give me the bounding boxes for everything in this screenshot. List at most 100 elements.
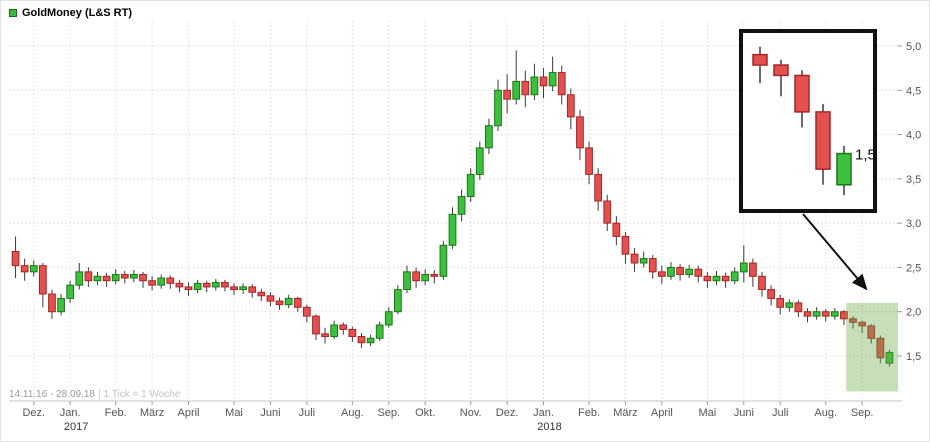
tick-info-label: 1 Tick = 1 Woche: [103, 389, 181, 400]
candle-body: [266, 295, 275, 302]
candle-down: [302, 304, 311, 323]
candle-body: [430, 274, 439, 277]
candle-down: [166, 275, 175, 289]
candle-down: [221, 279, 229, 292]
candle-body: [849, 318, 857, 323]
candle-body: [175, 282, 184, 288]
highlight-region: [846, 302, 899, 392]
candle-up: [448, 207, 457, 249]
candle-body: [157, 277, 166, 286]
candle-body: [448, 213, 457, 246]
candle-up: [130, 270, 138, 283]
candle-body: [694, 268, 703, 277]
candle-down: [202, 280, 211, 293]
candle-up: [284, 294, 293, 309]
candle-down: [539, 68, 548, 99]
candle-body: [767, 289, 775, 299]
inset-price-label: 1,5: [855, 147, 876, 164]
candle-down: [321, 327, 329, 344]
candle-down: [658, 265, 666, 285]
candle-body: [566, 94, 575, 118]
candle-down: [248, 284, 257, 298]
candle-body: [57, 297, 65, 313]
candle-down: [803, 308, 812, 323]
candle-body: [639, 258, 648, 264]
candle-up: [157, 274, 166, 289]
candle-body: [466, 173, 475, 198]
x-axis-month-label: Aug.: [814, 407, 837, 419]
candle-body: [11, 250, 20, 267]
candle-down: [11, 236, 20, 279]
candle-body: [29, 265, 38, 273]
candle-body: [830, 311, 839, 317]
candle-down: [275, 297, 284, 310]
candle-body: [66, 284, 75, 299]
candle-down: [603, 194, 612, 232]
candle-down: [357, 332, 366, 349]
candle-up: [830, 308, 839, 320]
candle-body: [412, 271, 420, 282]
candle-down: [648, 255, 657, 279]
candle-down: [38, 263, 47, 308]
candle-body: [585, 147, 593, 175]
y-axis-tick-label: 2,5: [906, 262, 921, 274]
x-axis-month-label: Juli: [772, 407, 789, 419]
y-axis-tick-label: 1,5: [906, 351, 921, 363]
y-axis-tick-label: 4,0: [906, 130, 921, 142]
candle-body: [539, 76, 548, 87]
candle-body: [457, 196, 466, 215]
x-axis-month-label: Mai: [225, 407, 243, 419]
candle-body: [102, 275, 111, 282]
candle-body: [366, 337, 375, 344]
candle-body: [230, 286, 238, 291]
candle-body: [475, 147, 484, 175]
candle-body: [93, 275, 102, 282]
x-axis-month-label: Mai: [699, 407, 717, 419]
candle-body: [594, 173, 603, 202]
x-axis-month-label: Feb.: [578, 407, 600, 419]
candle-up: [485, 118, 493, 155]
candle-body: [202, 282, 211, 288]
candle-up: [812, 307, 821, 320]
candle-down: [721, 272, 730, 288]
candle-body: [749, 262, 757, 277]
legend-swatch-icon: [9, 9, 17, 17]
y-axis-tick-label: 4,5: [906, 85, 921, 97]
candle-body: [257, 291, 266, 297]
candle-body: [84, 271, 93, 282]
candle-body: [275, 300, 284, 306]
candle-up: [193, 279, 202, 294]
zoom-inset: 1,5: [739, 29, 877, 213]
candle-body: [648, 258, 657, 273]
candle-up: [421, 269, 430, 286]
candle-body: [758, 275, 766, 291]
candle-body: [658, 271, 666, 277]
date-range-label: 14.11.16 - 28.09.18: [9, 389, 95, 400]
candle-up: [530, 63, 539, 101]
inset-candle-body: [773, 64, 789, 77]
candle-up: [730, 267, 739, 285]
candle-down: [749, 258, 757, 287]
x-axis-month-label: Jan.: [60, 407, 81, 419]
x-axis-year-label: 2018: [537, 421, 561, 433]
chart-legend: GoldMoney (L&S RT): [9, 7, 132, 19]
candle-body: [521, 80, 530, 96]
candle-body: [503, 89, 511, 100]
candle-down: [621, 232, 630, 264]
candle-up: [93, 271, 102, 286]
candle-down: [230, 283, 238, 295]
candle-down: [312, 314, 320, 341]
candle-body: [803, 311, 812, 317]
candle-body: [494, 89, 502, 127]
y-axis-tick-label: 5,0: [906, 41, 921, 53]
candle-up: [475, 141, 484, 180]
candle-body: [357, 336, 366, 344]
candle-down: [293, 296, 302, 312]
candle-body: [321, 333, 329, 338]
candle-down: [821, 309, 830, 322]
x-axis-month-label: April: [178, 407, 200, 419]
candle-down: [876, 335, 885, 364]
candle-up: [111, 269, 120, 285]
candle-body: [876, 337, 885, 359]
